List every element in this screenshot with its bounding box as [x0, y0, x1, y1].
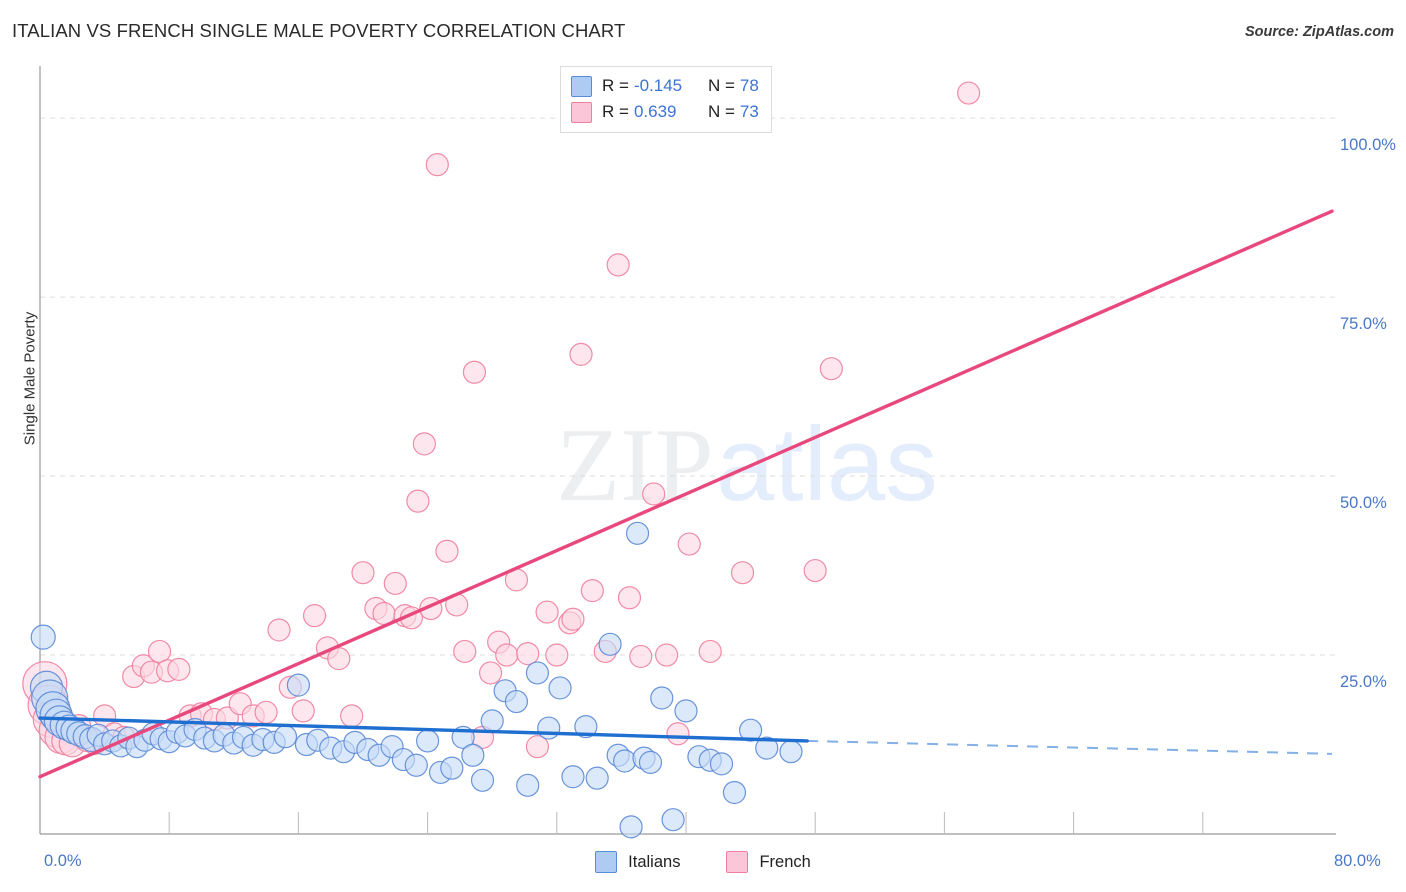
- watermark-zip-text: ZIP: [556, 406, 714, 523]
- italians-n-value: 78: [739, 76, 759, 95]
- zipatlas-watermark: ZIP atlas: [556, 406, 938, 523]
- french-color-swatch: [571, 101, 592, 123]
- gridlines: [40, 117, 1336, 656]
- y-axis-tick-label: 50.0%: [1340, 494, 1387, 513]
- y-axis-tick-label: 100.0%: [1340, 136, 1396, 155]
- italians-color-swatch: [571, 75, 592, 97]
- correlation-row-french: R = 0.639 N = 73: [571, 99, 759, 125]
- correlation-legend-box: R = -0.145 N = 78 R = 0.639 N = 73: [560, 66, 772, 133]
- italians-r-label: R =: [602, 76, 629, 95]
- y-axis-tick-label: 75.0%: [1340, 315, 1387, 334]
- legend-label-french: French: [759, 852, 811, 871]
- italians-r-value: -0.145: [633, 76, 683, 95]
- series-legend: Italians French: [0, 851, 1406, 873]
- french-trend-line: [38, 209, 1334, 779]
- legend-swatch-french: [726, 851, 749, 873]
- page-title: ITALIAN VS FRENCH SINGLE MALE POVERTY CO…: [12, 20, 626, 41]
- french-r-label: R =: [602, 102, 629, 121]
- french-r-value: 0.639: [633, 102, 677, 121]
- y-axis-tick-label: 25.0%: [1340, 673, 1387, 692]
- legend-item-italians[interactable]: Italians: [595, 851, 680, 873]
- correlation-row-italians: R = -0.145 N = 78: [571, 73, 759, 99]
- legend-label-italians: Italians: [628, 852, 681, 871]
- legend-swatch-italians: [595, 851, 618, 873]
- italian-trend-line: [38, 716, 1333, 755]
- x-axis-ticks: [168, 812, 1204, 834]
- french-n-value: 73: [739, 102, 759, 121]
- italians-n-label: N =: [707, 76, 735, 95]
- legend-item-french[interactable]: French: [726, 851, 811, 873]
- x-axis-max-label: 80.0%: [1334, 852, 1381, 870]
- french-n-label: N =: [707, 102, 735, 121]
- source-attribution: Source: ZipAtlas.com: [1244, 24, 1394, 40]
- x-axis-min-label: 0.0%: [44, 852, 82, 870]
